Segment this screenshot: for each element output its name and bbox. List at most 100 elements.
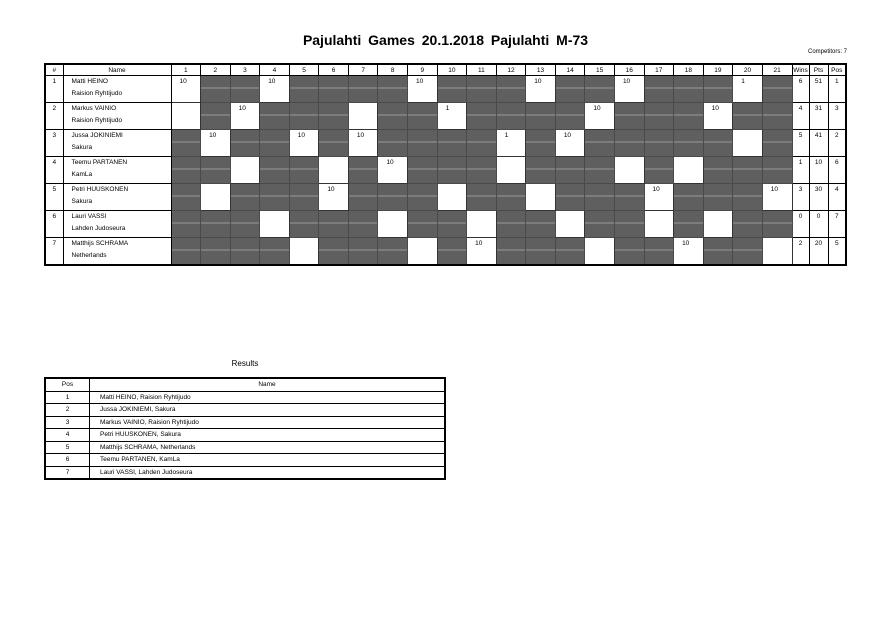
player-index: 1: [44, 75, 64, 103]
empty-cell: [495, 237, 527, 266]
empty-cell: [200, 156, 231, 184]
empty-cell: [673, 75, 704, 103]
header-round: 10: [436, 63, 468, 76]
player-wins: 6: [791, 75, 810, 103]
header-round: 19: [702, 63, 734, 76]
empty-cell: [613, 237, 645, 266]
match-cell: [436, 183, 468, 211]
header-pos: Pos: [827, 63, 847, 76]
header-round: 8: [377, 63, 408, 76]
empty-cell: [554, 237, 586, 266]
empty-cell: [318, 129, 349, 157]
header-wins: Wins: [791, 63, 810, 76]
empty-cell: [229, 183, 261, 211]
header-round: 16: [613, 63, 645, 76]
table-row: 6 Lauri VASSI Lahden Judoseura 0 0 7: [44, 210, 847, 238]
table-row: 1 Matti HEINO Raision Ryhtijudo 10 10 10 10 10 1…: [44, 75, 847, 103]
empty-cell: [613, 183, 645, 211]
player-cell: Matti HEINO Raision Ryhtijudo: [62, 75, 172, 103]
match-cell: 10: [407, 75, 438, 103]
player-index: 7: [44, 237, 64, 266]
player-cell: Teemu PARTANEN KamLa: [62, 156, 172, 184]
player-index: 5: [44, 183, 64, 211]
player-club: Netherlands: [71, 252, 107, 259]
player-pts: 10: [808, 156, 829, 184]
player-pts: 20: [808, 237, 829, 266]
empty-cell: [407, 102, 438, 130]
match-cell: 1: [495, 129, 527, 157]
empty-cell: [229, 75, 261, 103]
match-cell: 1: [732, 75, 763, 103]
player-wins: 4: [791, 102, 810, 130]
header-round: 3: [229, 63, 261, 76]
result-name: Lauri VASSI, Lahden Judoseura: [89, 465, 446, 480]
match-cell: 10: [347, 129, 379, 157]
empty-cell: [584, 183, 615, 211]
player-club: Sakura: [71, 144, 93, 151]
empty-cell: [259, 237, 290, 266]
result-name: Matti HEINO, Raision Ryhtijudo: [89, 390, 446, 404]
player-cell: Matthijs SCHRAMA Netherlands: [62, 237, 172, 266]
header-round: 7: [347, 63, 379, 76]
match-cell: 10: [584, 102, 615, 130]
match-cell: 10: [200, 129, 231, 157]
empty-cell: [318, 75, 349, 103]
match-cell: 10: [377, 156, 408, 184]
player-wins: 2: [791, 237, 810, 266]
match-cell: [584, 237, 615, 266]
header-round: 2: [200, 63, 231, 76]
empty-cell: [288, 210, 320, 238]
empty-cell: [525, 210, 556, 238]
header-round: 6: [318, 63, 349, 76]
table-row: 5 Matthijs SCHRAMA, Netherlands: [44, 440, 446, 454]
result-pos: 3: [44, 415, 90, 429]
header-round: 21: [761, 63, 793, 76]
empty-cell: [495, 75, 527, 103]
pool-table: # Name 1 2 3 4 5 6 7 8 9 10 11 12 13 14 15 16 17 18 19 20 21…: [44, 63, 847, 266]
match-cell: [525, 183, 556, 211]
player-pts: 30: [808, 183, 829, 211]
match-cell: [200, 183, 231, 211]
empty-cell: [377, 75, 408, 103]
player-cell: Jussa JOKINIEMI Sakura: [62, 129, 172, 157]
results-header-row: Pos Name: [44, 377, 446, 392]
player-name: Jussa JOKINIEMI: [71, 132, 123, 139]
match-cell: [673, 156, 704, 184]
results-table: Pos Name 1 Matti HEINO, Raision Ryhtijudo…: [44, 377, 446, 480]
header-round: 1: [170, 63, 202, 76]
results-title: Results: [231, 359, 259, 368]
empty-cell: [673, 129, 704, 157]
result-pos: 6: [44, 453, 90, 467]
result-name: Markus VAINIO, Raision Ryhtijudo: [89, 415, 446, 429]
player-name: Matthijs SCHRAMA: [71, 240, 129, 247]
empty-cell: [466, 102, 497, 130]
empty-cell: [347, 156, 379, 184]
empty-cell: [525, 129, 556, 157]
empty-cell: [200, 75, 231, 103]
table-row: 3 Jussa JOKINIEMI Sakura 10 10 10 1 10 5 41 2: [44, 129, 847, 157]
player-wins: 3: [791, 183, 810, 211]
empty-cell: [259, 183, 290, 211]
empty-cell: [643, 156, 675, 184]
empty-cell: [288, 75, 320, 103]
table-row: 5 Petri HUUSKONEN Sakura 10 10 10 3 30 4: [44, 183, 847, 211]
match-cell: [613, 156, 645, 184]
header-name: Name: [62, 63, 172, 76]
result-name: Petri HUUSKONEN, Sakura: [89, 428, 446, 442]
match-cell: [702, 210, 734, 238]
match-cell: [732, 129, 763, 157]
match-cell: [170, 102, 202, 130]
empty-cell: [643, 102, 675, 130]
player-name: Matti HEINO: [71, 78, 108, 85]
empty-cell: [761, 75, 793, 103]
match-cell: [318, 156, 349, 184]
table-row: 7 Matthijs SCHRAMA Netherlands 10 10 2 20 5: [44, 237, 847, 266]
page-title: Pajulahti Games 20.1.2018 Pajulahti M-73: [302, 32, 589, 48]
player-wins: 0: [791, 210, 810, 238]
empty-cell: [466, 75, 497, 103]
empty-cell: [407, 183, 438, 211]
player-wins: 1: [791, 156, 810, 184]
player-pos: 4: [827, 183, 847, 211]
table-row: 4 Teemu PARTANEN KamLa 10 1 10 6: [44, 156, 847, 184]
empty-cell: [170, 129, 202, 157]
